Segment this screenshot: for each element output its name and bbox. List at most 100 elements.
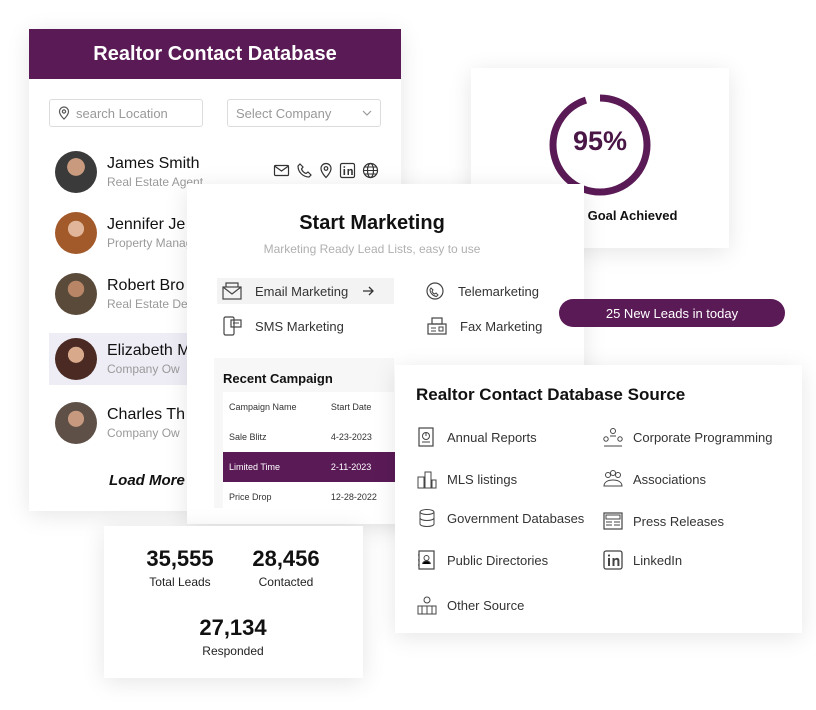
avatar <box>55 212 97 254</box>
goal-percent: 95% <box>572 126 628 156</box>
location-icon[interactable] <box>319 162 333 179</box>
goal-progress-ring <box>549 94 651 196</box>
source-item: MLS listings <box>416 468 517 490</box>
table-row[interactable]: Price Drop 12-28-2022 <box>223 482 397 512</box>
campaign-name: Sale Blitz <box>229 432 267 442</box>
database-source-card: Realtor Contact Database Source Annual R… <box>395 365 802 633</box>
telemarketing-label: Telemarketing <box>458 283 539 299</box>
globe-icon[interactable] <box>362 162 379 179</box>
select-company-placeholder: Select Company <box>236 105 332 121</box>
linkedin-icon <box>602 549 624 571</box>
chevron-down-icon <box>362 110 372 116</box>
source-item: Corporate Programming <box>602 426 772 448</box>
report-icon <box>416 426 438 448</box>
avatar <box>55 338 97 380</box>
source-label: Corporate Programming <box>633 429 773 445</box>
fax-marketing-icon <box>426 315 448 337</box>
total-leads-value: 35,555 <box>146 546 214 571</box>
contacted-value: 28,456 <box>252 546 320 571</box>
contact-action-icons <box>273 162 379 179</box>
source-label: Public Directories <box>447 552 549 568</box>
fax-marketing-label: Fax Marketing <box>460 318 543 334</box>
contact-row[interactable]: Jennifer Je Property Manager <box>49 207 379 259</box>
avatar <box>55 273 97 315</box>
source-label: Other Source <box>447 597 525 613</box>
search-location-placeholder: search Location <box>76 105 168 121</box>
contact-role: Property Manager <box>107 236 204 250</box>
email-marketing-label: Email Marketing <box>255 283 349 299</box>
newspaper-icon <box>602 510 624 532</box>
contact-role: Company Ow <box>107 426 180 440</box>
linkedin-icon[interactable] <box>339 162 356 179</box>
campaign-date: 12-28-2022 <box>330 492 377 502</box>
associations-icon <box>602 468 624 490</box>
source-label: LinkedIn <box>633 552 683 568</box>
corporate-icon <box>602 426 624 448</box>
contact-row[interactable]: James Smith Real Estate Agent <box>49 146 379 198</box>
start-date-header: Start Date <box>330 402 372 412</box>
source-label: Associations <box>633 471 706 487</box>
start-marketing-title: Start Marketing <box>299 212 445 234</box>
campaign-table-header: Campaign Name Start Date <box>223 392 397 422</box>
avatar <box>55 151 97 193</box>
source-item: Government Databases <box>416 507 584 529</box>
email-marketing-icon <box>221 280 243 302</box>
total-leads-label: Total Leads <box>149 575 211 589</box>
sms-marketing-icon <box>221 315 243 337</box>
source-label: Press Releases <box>633 513 725 529</box>
recent-campaign-title: Recent Campaign <box>223 371 333 386</box>
arrow-right-icon <box>362 286 375 296</box>
source-item: Annual Reports <box>416 426 537 448</box>
campaign-name: Price Drop <box>229 492 272 502</box>
contact-row[interactable]: Robert Bro Real Estate De <box>49 268 379 320</box>
contact-row[interactable]: Charles Th Company Ow <box>49 397 379 449</box>
responded-value: 27,134 <box>199 615 267 640</box>
source-label: MLS listings <box>447 471 518 487</box>
table-row[interactable]: Sale Blitz 4-23-2023 <box>223 422 397 452</box>
lead-stats-card: 35,555 Total Leads 28,456 Contacted 27,1… <box>104 526 363 678</box>
campaign-date: 2-11-2023 <box>330 462 372 472</box>
total-leads-stat: 35,555 Total Leads <box>134 546 226 589</box>
start-marketing-subtitle: Marketing Ready Lead Lists, easy to use <box>263 242 481 256</box>
contacted-label: Contacted <box>258 575 314 589</box>
sms-marketing-option[interactable]: SMS Marketing <box>221 313 344 339</box>
contact-database-title: Realtor Contact Database <box>29 29 401 79</box>
load-more-link[interactable]: Load More <box>109 472 185 489</box>
campaign-date: 4-23-2023 <box>330 432 372 442</box>
location-pin-icon <box>58 106 70 120</box>
table-row-selected[interactable]: Limited Time 2-11-2023 <box>223 452 397 482</box>
sms-marketing-label: SMS Marketing <box>255 318 344 334</box>
select-company-dropdown[interactable]: Select Company <box>227 99 381 127</box>
contact-name: James Smith <box>107 155 200 172</box>
email-marketing-option[interactable]: Email Marketing <box>217 278 394 304</box>
telemarketing-option[interactable]: Telemarketing <box>424 278 539 304</box>
search-location-input[interactable]: search Location <box>49 99 203 127</box>
contact-name: Robert Bro <box>107 277 185 294</box>
campaign-name-header: Campaign Name <box>229 402 297 412</box>
other-source-icon <box>416 594 438 616</box>
source-item: Other Source <box>416 594 524 616</box>
new-leads-badge: 25 New Leads in today <box>559 299 785 327</box>
database-source-title: Realtor Contact Database Source <box>416 385 686 404</box>
contacted-stat: 28,456 Contacted <box>240 546 332 589</box>
responded-stat: 27,134 Responded <box>187 615 279 658</box>
avatar <box>55 402 97 444</box>
recent-campaign-panel <box>214 358 394 508</box>
source-label: Annual Reports <box>447 429 537 445</box>
phone-icon[interactable] <box>296 162 313 179</box>
contact-role: Real Estate Agent <box>107 175 204 189</box>
source-item: Press Releases <box>602 510 724 532</box>
source-item: Public Directories <box>416 549 548 571</box>
mail-icon[interactable] <box>273 162 290 179</box>
contact-name: Jennifer Je <box>107 216 186 233</box>
campaign-name: Limited Time <box>229 462 281 472</box>
campaign-table: Campaign Name Start Date Sale Blitz 4-23… <box>223 392 397 512</box>
source-item: Associations <box>602 468 706 490</box>
database-icon <box>416 507 438 529</box>
source-label: Government Databases <box>447 510 585 526</box>
fax-marketing-option[interactable]: Fax Marketing <box>426 313 542 339</box>
directory-icon <box>416 549 438 571</box>
contact-role: Real Estate De <box>107 297 188 311</box>
source-item: LinkedIn <box>602 549 682 571</box>
start-marketing-card: Start Marketing Marketing Ready Lead Lis… <box>187 184 584 524</box>
